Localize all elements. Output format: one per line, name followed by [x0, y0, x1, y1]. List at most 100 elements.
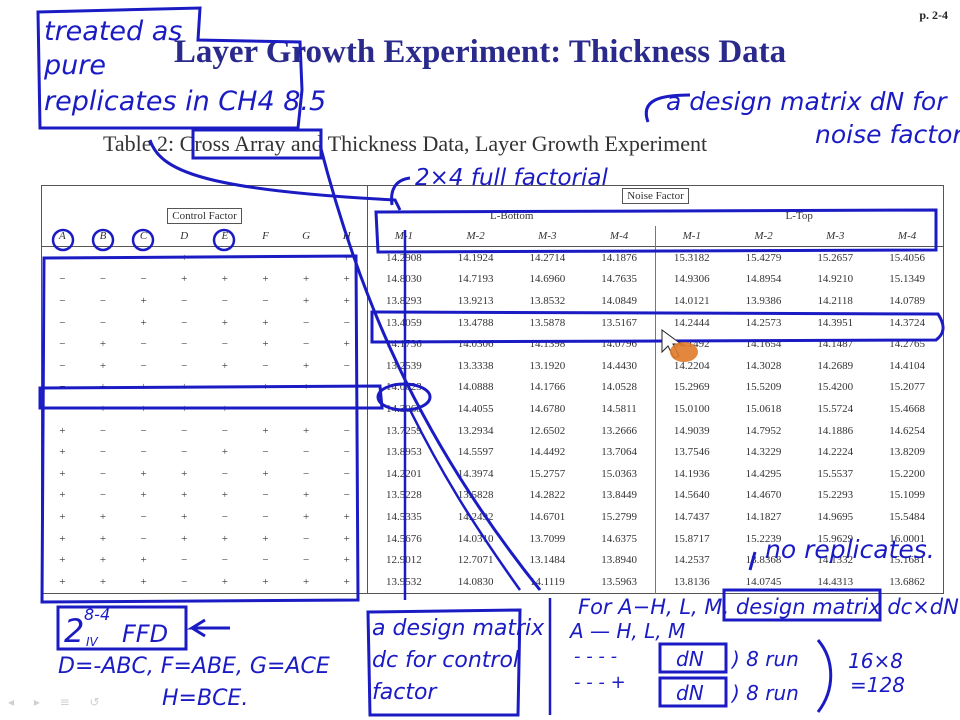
control-cell: −	[59, 359, 66, 372]
control-cell: −	[99, 316, 107, 329]
thickness-cell: 15.4668	[889, 402, 925, 415]
thickness-cell: 14.0745	[745, 575, 782, 588]
control-cell: +	[181, 273, 188, 286]
annotation-dn-1: dN	[676, 647, 704, 671]
annotation-dots-2: - - - +	[574, 672, 626, 693]
control-cell: +	[302, 424, 310, 437]
thickness-cell: 14.5811	[601, 402, 637, 415]
column-header-row: A B C D E F G H M-1 M-2 M-3 M-4 M-1 M-2 M-3 M-4	[41, 226, 944, 247]
thickness-cell: 14.1766	[529, 381, 566, 394]
thickness-cell: 15.5537	[817, 467, 854, 480]
control-cell: −	[140, 424, 147, 437]
thickness-cell: 14.1654	[745, 338, 782, 351]
thickness-cell: 15.0618	[745, 402, 782, 415]
thickness-cell: 13.5167	[601, 316, 637, 329]
noise-header-bottom-4: M-4	[609, 230, 629, 242]
thickness-cell: 13.7099	[529, 532, 566, 545]
annotation-box-control-note	[366, 608, 522, 717]
control-cell: +	[262, 338, 269, 351]
thickness-cell: 15.8717	[654, 527, 728, 550]
annotation-generators-line1: D=-ABC, F=ABE, G=ACE	[58, 654, 330, 679]
control-factor-header-empty	[42, 186, 368, 207]
control-cell: −	[181, 554, 188, 567]
annotation-treated-line3: replicates in CH4 8.5	[44, 86, 326, 117]
thickness-cell: 13.9532	[366, 570, 440, 593]
noise-header-bottom-1: M-1	[366, 226, 440, 247]
table-row: − + − − − + − +14.1736 14.0306 14.1398 14.0796 14.1…	[42, 333, 944, 355]
thickness-cell: 14.0888	[457, 381, 494, 394]
control-cell: −	[343, 467, 350, 480]
slide-nav-controls[interactable]: ◂ ▸ ≡ ↺	[8, 695, 108, 709]
control-cell: −	[140, 532, 147, 545]
thickness-cell: 13.2539	[366, 354, 440, 377]
thickness-cell: 14.3724	[889, 316, 925, 329]
control-cell: +	[221, 532, 228, 545]
control-cell: +	[221, 489, 228, 502]
control-cell: +	[262, 273, 269, 286]
control-header-d: D	[180, 230, 189, 242]
control-cell: +	[99, 575, 107, 588]
thickness-cell: 13.3338	[457, 359, 494, 372]
annotation-noise-line1: a design matrix dN for	[666, 87, 948, 116]
control-cell: −	[343, 402, 350, 415]
noise-header-top-2: M-2	[754, 230, 773, 242]
annotation-count-line1: 16×8	[848, 649, 903, 673]
annotation-generators-line2: H=BCE.	[162, 686, 248, 711]
control-cell: −	[343, 424, 350, 437]
table-row: − − + − + + − − 13.4059 13.4788 13.5878 13.5167 14.2…	[42, 311, 944, 334]
control-cell: −	[140, 338, 147, 351]
thickness-cell: 14.0796	[601, 338, 637, 351]
thickness-cell: 13.4788	[457, 316, 494, 329]
control-cell: +	[140, 402, 147, 415]
table-row: + + + − − − − +12.9012 12.7071 13.1484 13.8940 14.2…	[42, 549, 944, 571]
control-cell: −	[140, 446, 147, 459]
thickness-cell: 14.0789	[889, 294, 925, 307]
thickness-cell: 13.8209	[889, 446, 925, 459]
control-cell: −	[302, 467, 310, 480]
annotation-ffd-base: 2	[64, 612, 84, 650]
thickness-cell: 13.8368	[745, 554, 782, 567]
thickness-cell: 15.4200	[817, 381, 854, 394]
control-cell: +	[262, 381, 269, 394]
thickness-cell: 14.8030	[366, 268, 440, 291]
control-cell: +	[302, 359, 310, 372]
control-cell: −	[140, 251, 147, 264]
control-cell: +	[99, 381, 107, 394]
control-cell: −	[59, 273, 66, 286]
thickness-cell: 14.1886	[817, 424, 854, 437]
thickness-cell: 14.4430	[601, 359, 637, 372]
control-cell: −	[99, 489, 107, 502]
control-cell: +	[302, 489, 310, 502]
thickness-cell: 14.4313	[817, 575, 854, 588]
table-row: + − − − − + + − 13.7259 13.2934 12.6502 13.2666 14.9…	[42, 419, 944, 442]
control-cell: +	[343, 554, 350, 567]
thickness-cell: 13.5963	[601, 575, 637, 588]
control-cell: −	[99, 446, 107, 459]
control-header-h: H	[342, 230, 351, 242]
annotation-run-2: ) 8 run	[730, 681, 799, 705]
control-cell: +	[181, 510, 188, 523]
thickness-cell: 15.1349	[889, 273, 925, 286]
control-cell: −	[59, 381, 66, 394]
thickness-cell: 13.5828	[457, 489, 494, 502]
control-cell: −	[59, 402, 66, 415]
control-header-g: G	[302, 230, 311, 242]
control-cell: −	[302, 402, 310, 415]
table-row: + − − − + − − − 13.8953 14.5597 14.4492 13.7064 13.7…	[42, 441, 944, 463]
thickness-cell: 13.7064	[601, 446, 637, 459]
control-cell: −	[99, 424, 107, 437]
thickness-cell: 14.5640	[654, 484, 728, 507]
control-cell: −	[221, 554, 228, 567]
control-cell: −	[221, 467, 228, 480]
control-cell: −	[181, 446, 188, 459]
control-cell: −	[221, 338, 228, 351]
control-factor-label: Control Factor	[167, 208, 242, 224]
thickness-cell: 14.7635	[601, 273, 637, 286]
control-cell: +	[343, 251, 350, 264]
control-cell: +	[59, 467, 66, 480]
l-top-header: L-Top	[785, 210, 813, 222]
control-cell: +	[59, 446, 66, 459]
thickness-cell: 14.2714	[529, 251, 566, 264]
control-cell: +	[302, 510, 310, 523]
thickness-cell: 15.4279	[745, 251, 782, 264]
